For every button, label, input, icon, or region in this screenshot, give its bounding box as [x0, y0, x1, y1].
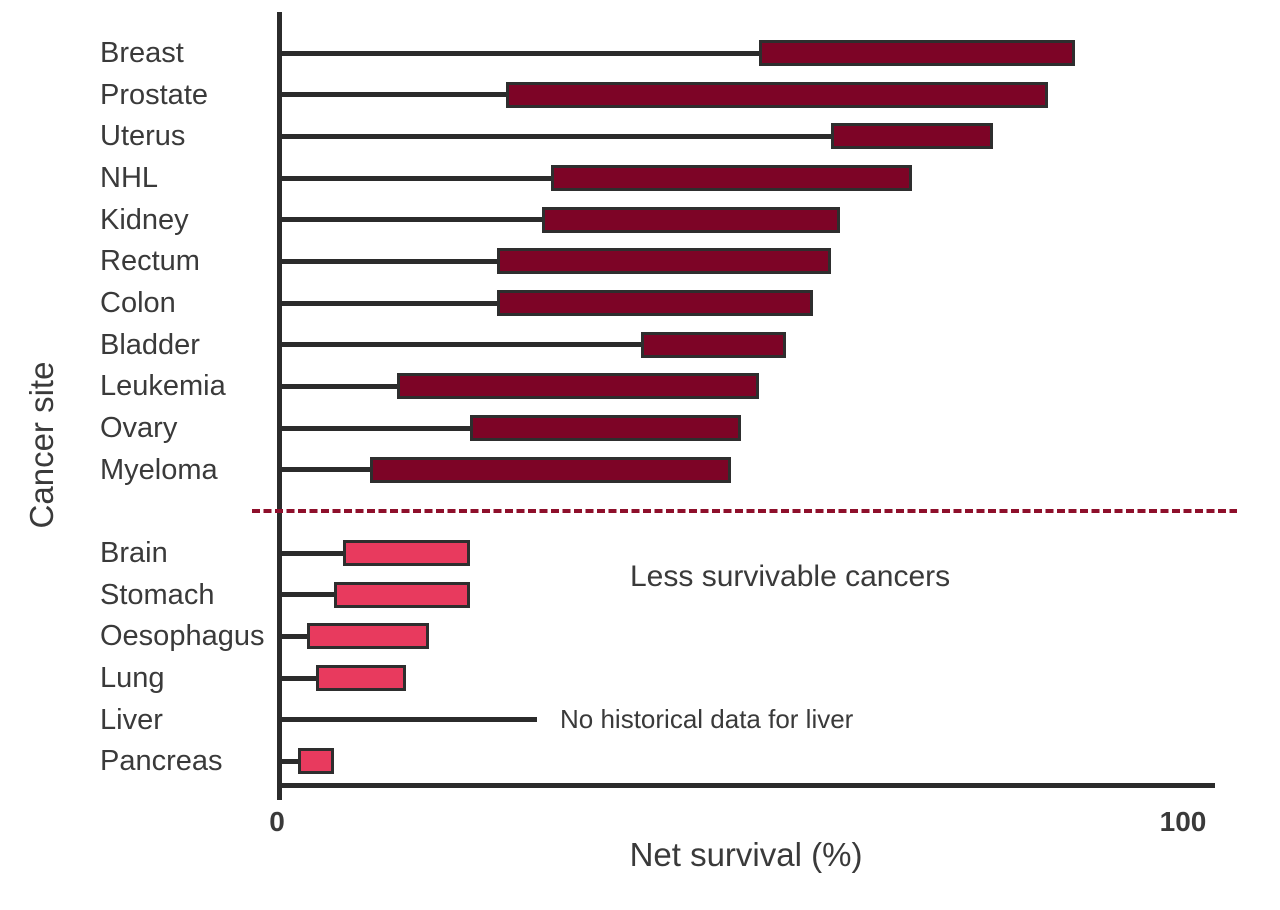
y-axis-line — [277, 12, 282, 800]
category-label: Myeloma — [100, 453, 218, 486]
survival-range-bar — [397, 373, 759, 400]
x-axis-title: Net survival (%) — [629, 836, 863, 873]
x-axis-line — [277, 783, 1215, 788]
category-label: Rectum — [100, 245, 200, 278]
stem-line — [280, 633, 314, 639]
survival-range-bar — [370, 456, 732, 483]
category-label: Oesophagus — [100, 620, 265, 653]
x-tick-label-0: 0 — [269, 806, 285, 837]
category-label: Stomach — [100, 578, 215, 611]
survival-range-bar — [830, 123, 994, 150]
stem-line — [280, 758, 305, 764]
category-label: Leukemia — [100, 370, 226, 403]
category-label: Colon — [100, 287, 176, 320]
stem-line — [280, 258, 503, 264]
survival-range-bar — [316, 665, 407, 692]
survival-range-bar — [496, 248, 831, 275]
stem-line — [280, 592, 341, 598]
category-label: Breast — [100, 37, 184, 69]
survival-range-bar — [334, 581, 470, 608]
leader-line — [280, 717, 538, 723]
annotation-no-liver-data: No historical data for liver — [560, 704, 854, 734]
stem-line — [280, 217, 548, 223]
stem-line — [280, 92, 512, 98]
category-label: NHL — [100, 162, 159, 194]
category-label: Prostate — [100, 78, 208, 111]
category-label: Pancreas — [100, 745, 223, 778]
stem-line — [280, 175, 557, 181]
survival-range-bar — [550, 165, 913, 191]
category-label: Uterus — [100, 120, 186, 153]
survival-range-bar — [343, 540, 470, 567]
stem-line — [280, 425, 476, 431]
survival-range-bar — [469, 415, 741, 442]
x-tick-label-100: 100 — [1159, 806, 1207, 837]
survival-range-bar — [505, 81, 1048, 108]
survival-range-bar — [641, 331, 786, 358]
stem-line — [280, 50, 765, 56]
stem-line — [280, 383, 404, 389]
stem-line — [280, 467, 377, 473]
stem-line — [280, 675, 323, 681]
annotation-less-survivable-cancers: Less survivable cancers — [630, 560, 951, 593]
category-label: Lung — [100, 662, 165, 695]
survival-range-bar — [307, 623, 429, 650]
stem-line — [280, 550, 350, 556]
survival-range-bar — [541, 206, 840, 233]
category-label: Liver — [100, 703, 163, 736]
stem-line — [280, 300, 503, 306]
survival-range-bar — [496, 290, 813, 317]
category-label: Ovary — [100, 412, 178, 445]
category-label: Brain — [100, 537, 168, 570]
survival-range-bar — [758, 40, 1075, 66]
survival-range-bar — [298, 748, 335, 775]
category-label: Bladder — [100, 328, 200, 361]
category-label: Kidney — [100, 203, 189, 236]
stem-line — [280, 342, 648, 348]
group-separator-dashed-line — [252, 509, 1237, 513]
y-axis-title: Cancer site — [23, 361, 60, 529]
stem-line — [280, 133, 837, 139]
